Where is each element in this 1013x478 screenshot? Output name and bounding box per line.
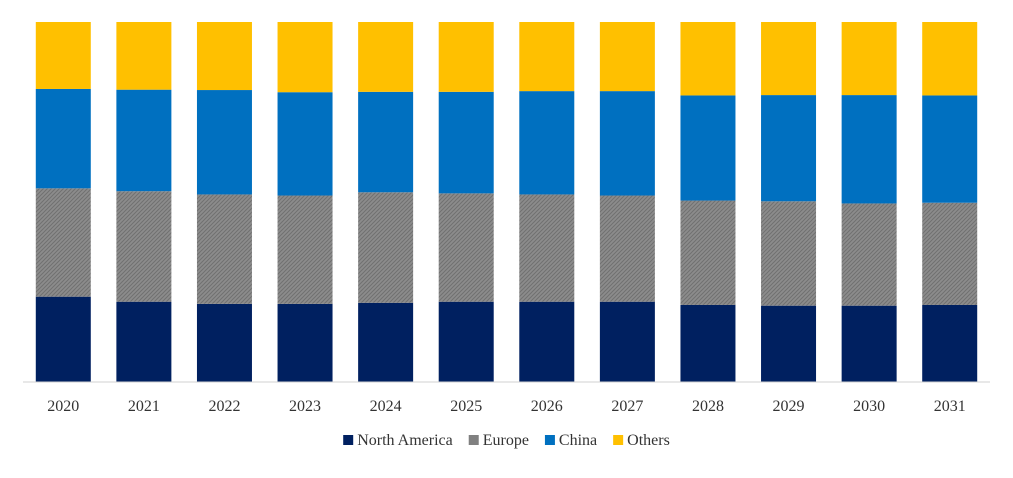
x-tick-label-2024: 2024 [370,398,402,415]
bar-others-2028 [680,22,736,96]
bar-north-america-2028 [680,304,736,382]
bar-europe-2030 [841,203,897,306]
legend-label-china: China [559,432,597,449]
bar-north-america-2023 [277,303,333,382]
bar-others-2022 [196,22,252,91]
bar-europe-2029 [761,201,817,306]
bar-north-america-2020 [35,296,91,382]
bar-china-2020 [35,88,91,189]
legend-label-north-america: North America [357,432,453,449]
bar-north-america-2031 [922,304,978,382]
bar-europe-2022 [196,194,252,304]
bar-china-2022 [196,90,252,195]
x-tick-label-2028: 2028 [692,398,724,415]
bar-europe-2026 [519,194,575,302]
legend-label-others: Others [627,432,670,449]
x-tick-label-2026: 2026 [531,398,563,415]
bar-china-2021 [116,89,172,192]
legend-label-europe: Europe [483,432,529,449]
x-tick-label-2031: 2031 [934,398,966,415]
legend-item-china: China [544,432,597,449]
bar-others-2029 [761,22,817,96]
bar-north-america-2024 [358,302,414,382]
x-tick-label-2025: 2025 [450,398,482,415]
x-tick-label-2023: 2023 [289,398,321,415]
x-tick-label-2020: 2020 [47,398,79,415]
x-tick-label-2030: 2030 [853,398,885,415]
legend-item-others: Others [613,432,670,449]
bar-others-2026 [519,22,575,92]
bar-china-2027 [599,91,655,196]
legend: North America Europe China Others [343,432,670,449]
bar-china-2024 [358,91,414,193]
legend-item-europe: Europe [468,432,529,449]
bar-europe-2027 [599,195,655,302]
bar-others-2021 [116,22,172,90]
bar-north-america-2021 [116,301,172,382]
bar-north-america-2022 [196,303,252,382]
bar-europe-2020 [35,188,91,297]
legend-swatch-europe [468,435,479,445]
bar-others-2023 [277,22,333,93]
bar-europe-2025 [438,193,494,302]
bar-china-2030 [841,95,897,204]
legend-swatch-china [544,435,555,445]
bar-europe-2023 [277,195,333,304]
bar-china-2031 [922,95,978,203]
bars-layer [35,22,978,382]
bar-north-america-2025 [438,301,494,382]
bar-north-america-2026 [519,301,575,382]
bar-others-2024 [358,22,414,92]
bar-china-2029 [761,95,817,202]
bar-europe-2021 [116,191,172,302]
bar-north-america-2030 [841,305,897,382]
legend-item-north-america: North America [343,432,453,449]
bar-others-2030 [841,22,897,96]
bar-others-2027 [599,22,655,92]
bar-others-2031 [922,22,978,96]
bar-europe-2024 [358,192,414,303]
bar-north-america-2027 [599,301,655,382]
bar-others-2025 [438,22,494,92]
bar-europe-2028 [680,200,736,305]
bar-china-2028 [680,95,736,201]
bar-china-2026 [519,91,575,195]
legend-swatch-north-america [343,435,354,445]
legend-swatch-others [613,435,624,445]
bar-europe-2031 [922,202,978,305]
bar-others-2020 [35,22,91,89]
bar-north-america-2029 [761,305,817,382]
x-tick-label-2027: 2027 [611,398,643,415]
bar-china-2025 [438,91,494,194]
x-tick-label-2029: 2029 [773,398,805,415]
x-tick-labels: 2020 2021 2022 2023 2024 2025 2026 2027 2028 2029… [47,398,965,415]
x-tick-label-2021: 2021 [128,398,160,415]
bar-china-2023 [277,92,333,196]
x-tick-label-2022: 2022 [208,398,240,415]
